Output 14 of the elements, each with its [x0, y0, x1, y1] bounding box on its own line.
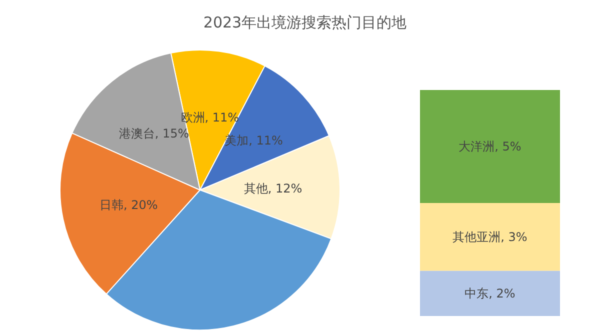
slice-label: 日韩 [99, 198, 124, 212]
data-label: , 11% [248, 134, 283, 148]
series-label: 大洋洲 [458, 140, 495, 154]
slice-label: 港澳台 [118, 126, 155, 140]
slice-label: 其他 [244, 181, 268, 196]
chart-title: 2023年出境游搜索热门目的地 [203, 14, 407, 32]
data-label: , 2% [488, 286, 516, 300]
series-label: 其他亚洲 [452, 230, 501, 244]
slice-label: 美加 [224, 134, 249, 148]
data-label: , 5% [494, 140, 522, 154]
data-label: , 20% [123, 198, 158, 212]
series-label: 中东 [464, 286, 489, 300]
data-label: , 12% [268, 181, 302, 196]
data-label: , 3% [500, 230, 528, 244]
